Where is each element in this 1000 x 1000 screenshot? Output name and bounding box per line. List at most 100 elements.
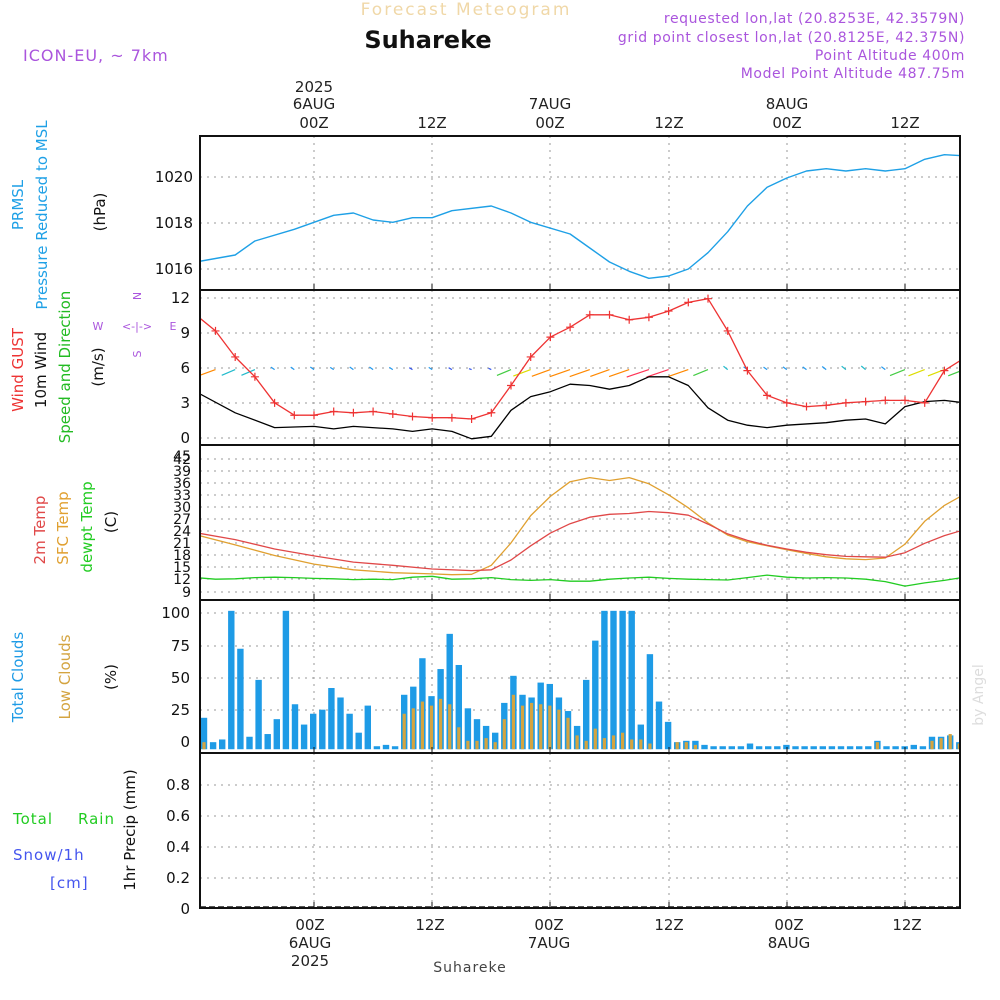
- gust-marker: [940, 366, 949, 375]
- wind-arrow-29: [693, 369, 709, 377]
- low-cloud-bar-80: [930, 740, 934, 750]
- wind-label-gust: Wind GUST: [9, 327, 27, 412]
- low-cloud-bar-0: [202, 742, 206, 750]
- total-cloud-bar-73: [865, 746, 872, 750]
- gust-marker: [250, 372, 259, 381]
- gust-marker: [625, 315, 634, 324]
- wind-arrow-39: [889, 369, 906, 377]
- y-ticks-wind: 0 3 6 9 12: [171, 289, 190, 447]
- location-title: Suhareke: [364, 26, 491, 54]
- wind-arrow-37: [860, 365, 866, 371]
- clouds-label-total: Total Clouds: [9, 632, 27, 724]
- compass-n: N: [131, 292, 144, 300]
- wind-arrow-33: [782, 366, 788, 371]
- gust-marker: [310, 411, 318, 420]
- gust-marker: [507, 381, 515, 390]
- total-cloud-bar-62: [765, 746, 772, 750]
- total-cloud-bar-16: [346, 713, 353, 750]
- total-cloud-bar-71: [846, 746, 854, 750]
- y-ticks-precip: 0 0.2 0.4 0.6 0.8: [166, 776, 190, 918]
- pressure-label-prmsl: PRMSL: [9, 179, 27, 230]
- ytick-clouds-50: 50: [171, 669, 190, 687]
- low-cloud-bar-29: [466, 740, 470, 750]
- bottom-tick-2: 00Z: [534, 916, 563, 934]
- wind-arrow-43: [966, 370, 984, 377]
- low-cloud-bar-31: [484, 738, 488, 750]
- ytick-temp-27: 27: [173, 512, 191, 528]
- total-cloud-bar-15: [337, 697, 344, 750]
- total-cloud-bar-67: [810, 746, 817, 750]
- low-cloud-bar-27: [448, 704, 452, 750]
- ytick-temp-12: 12: [173, 572, 191, 588]
- low-cloud-bar-38: [548, 705, 552, 750]
- bottom-date-0: 6AUG: [289, 934, 331, 952]
- compass-rose: N S W E <-|->: [93, 292, 177, 358]
- ytick-temp-33: 33: [173, 488, 191, 504]
- wind-gust-line: [200, 298, 960, 420]
- low-cloud-bar-42: [584, 740, 588, 750]
- top-tick-1: 12Z: [417, 114, 446, 132]
- watermark: by Angel: [971, 664, 987, 725]
- ytick-temp-45: 45: [173, 449, 191, 465]
- ytick-temp-21: 21: [173, 536, 191, 552]
- low-cloud-bar-33: [502, 719, 506, 750]
- gust-marker: [980, 349, 988, 357]
- bottom-date-2: 8AUG: [768, 934, 810, 952]
- model-name: ICON-EU, ~ 7km: [23, 46, 169, 65]
- total-cloud-bar-55: [701, 744, 708, 750]
- gust-marker: [920, 398, 929, 407]
- low-cloud-bar-81: [939, 738, 943, 750]
- gust-marker: [684, 298, 693, 307]
- compass-arrows: <-|->: [122, 320, 152, 333]
- total-cloud-bar-8: [273, 719, 280, 750]
- total-cloud-bar-48: [637, 724, 644, 750]
- panel-frames: [199, 135, 961, 909]
- gust-marker: [388, 410, 397, 418]
- total-cloud-bar-63: [774, 746, 781, 750]
- gust-marker: [822, 401, 831, 410]
- y-ticks-pressure: 1016 1018 1020: [155, 168, 193, 278]
- wind-arrow-28: [668, 369, 689, 378]
- wind-arrow-38: [881, 366, 886, 371]
- wind-arrow-7: [270, 366, 275, 371]
- wind-arrow-34: [802, 366, 807, 371]
- total-cloud-bar-50: [655, 701, 663, 750]
- 2m-temp-line: [200, 510, 960, 572]
- total-cloud-bar-32: [492, 732, 499, 750]
- total-cloud-bar-43: [592, 640, 599, 750]
- wind-arrow-22: [549, 369, 571, 378]
- gust-marker: [447, 413, 456, 422]
- ytick-wind-12: 12: [171, 289, 190, 307]
- total-cloud-bar-76: [892, 746, 899, 750]
- low-cloud-bar-23: [411, 708, 415, 750]
- clouds-label-unit: (%): [102, 664, 120, 690]
- wind-arrow-25: [608, 369, 630, 378]
- wind-arrow-8: [290, 366, 295, 371]
- wind-10m-line: [200, 376, 960, 440]
- gust-marker: [133, 305, 141, 313]
- low-cloud-bar-74: [875, 742, 879, 750]
- precip-label-axis: 1hr Precip (mm): [121, 769, 139, 890]
- low-cloud-bar-44: [602, 738, 606, 750]
- low-cloud-bar-22: [402, 713, 406, 750]
- ytick-clouds-0: 0: [180, 733, 190, 751]
- pressure-label-unit: (hPa): [91, 193, 109, 232]
- wind-label-10m: 10m Wind: [32, 332, 50, 408]
- compass-e: E: [170, 320, 177, 333]
- grid-point: grid point closest lon,lat (20.8125E, 42…: [618, 30, 965, 46]
- temp-label-2m: 2m Temp: [31, 496, 49, 565]
- ytick-temp-9: 9: [182, 585, 191, 601]
- total-cloud-bar-78: [910, 744, 917, 750]
- gust-marker: [231, 352, 240, 361]
- wind-arrow-0: [115, 370, 136, 377]
- total-cloud-bar-72: [856, 746, 863, 750]
- wind-arrow-13: [388, 366, 394, 371]
- low-cloud-bar-47: [630, 739, 634, 750]
- bottom-tick-5: 12Z: [892, 916, 921, 934]
- low-cloud-bar-82: [948, 734, 952, 750]
- gust-marker: [782, 398, 791, 407]
- wind-arrow-26: [626, 369, 650, 378]
- total-cloud-bar-4: [237, 648, 244, 750]
- total-cloud-bar-42: [583, 679, 590, 750]
